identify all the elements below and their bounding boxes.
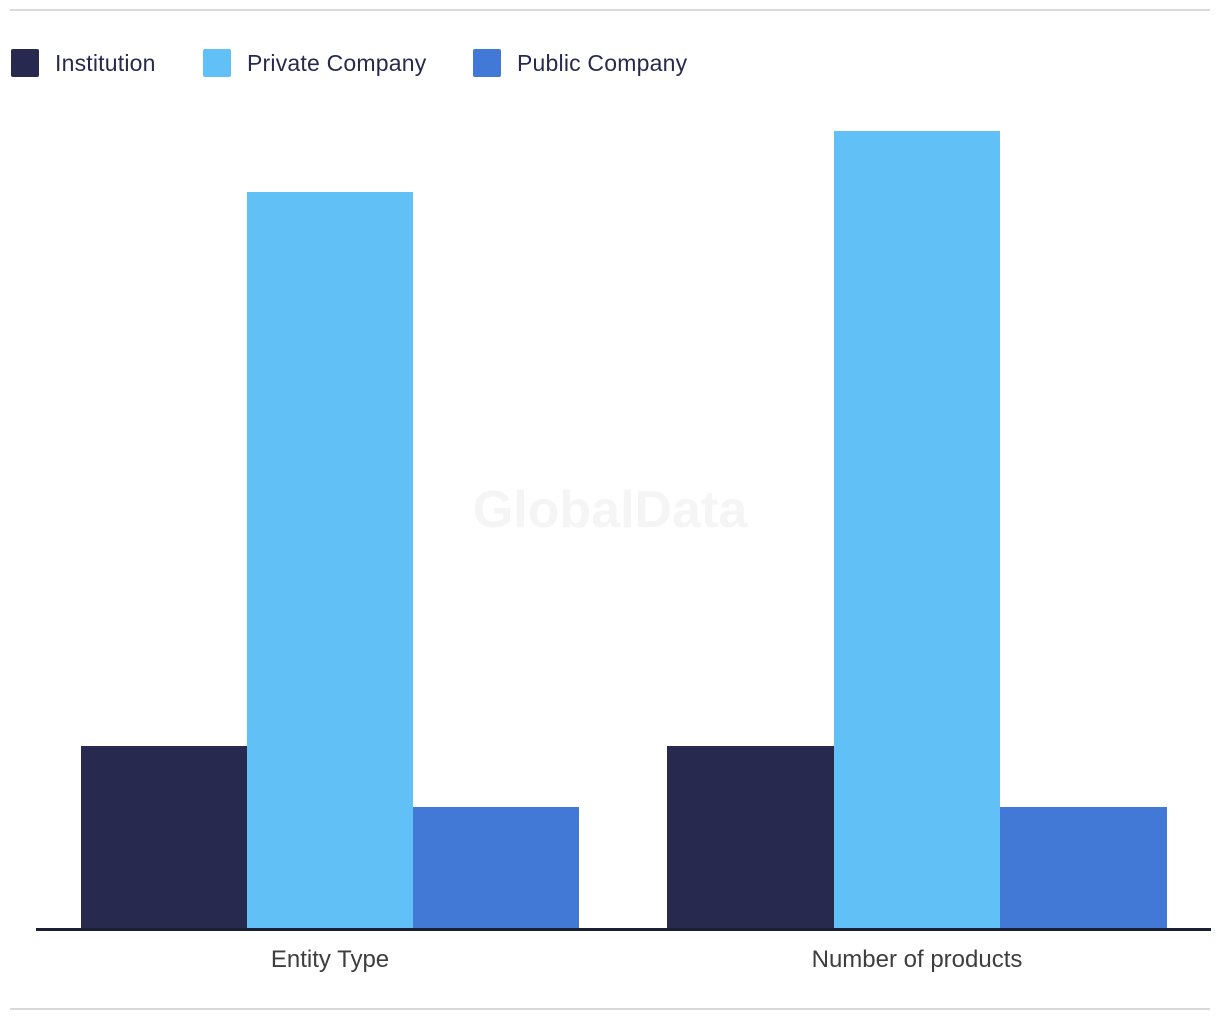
legend-swatch-public-company [473, 49, 501, 77]
legend-label-institution: Institution [55, 49, 156, 76]
legend-label-public-company: Public Company [517, 49, 688, 76]
legend-swatch-private-company [203, 49, 231, 77]
x-axis-line [36, 928, 1211, 931]
legend-label-private-company: Private Company [247, 49, 427, 76]
category-label-entity-type: Entity Type [270, 946, 390, 973]
bar-institution-entity-type[interactable] [81, 746, 247, 928]
bar-private-company-number-of-products[interactable] [833, 131, 1001, 928]
bar-institution-number-of-products[interactable] [667, 746, 834, 928]
globaldata-watermark: GlobalData [472, 481, 748, 539]
legend-item-institution[interactable]: Institution [11, 49, 156, 77]
bar-private-company-entity-type[interactable] [247, 192, 413, 928]
category-label-number-of-products: Number of products [811, 946, 1023, 973]
top-divider [10, 9, 1210, 11]
bar-public-company-entity-type[interactable] [413, 807, 579, 928]
bottom-divider [10, 1008, 1210, 1010]
bar-public-company-number-of-products[interactable] [1000, 807, 1167, 928]
legend-swatch-institution [11, 49, 39, 77]
legend-item-public-company[interactable]: Public Company [473, 49, 687, 77]
legend-item-private-company[interactable]: Private Company [203, 49, 426, 77]
